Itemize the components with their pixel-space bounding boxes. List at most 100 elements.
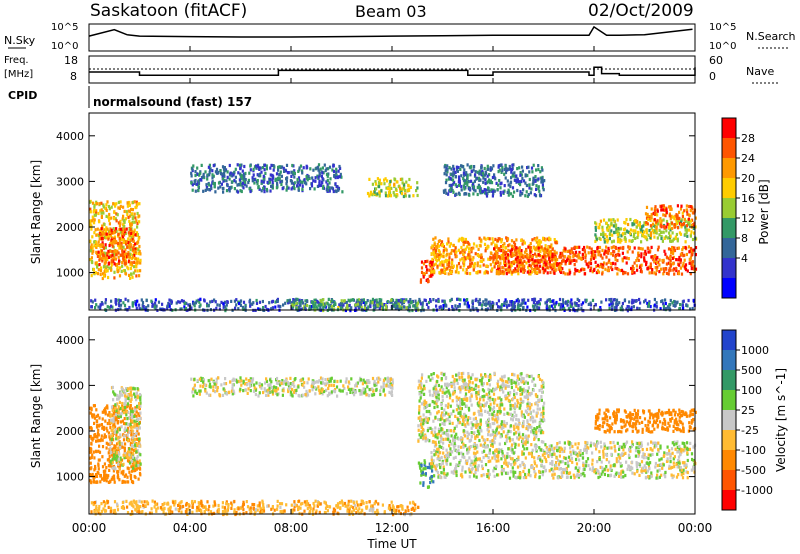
power-cell: [257, 174, 260, 178]
power-cell: [479, 301, 482, 306]
power-cell: [537, 300, 540, 304]
power-cell: [249, 164, 252, 168]
velocity-cell: [90, 436, 93, 440]
power-cell: [615, 302, 618, 306]
power-cell: [185, 301, 188, 305]
power-cell: [104, 298, 107, 302]
power-cell: [214, 190, 217, 194]
power-cell: [520, 238, 523, 242]
velocity-cell: [119, 420, 123, 424]
power-cell: [602, 261, 606, 265]
velocity-cell: [122, 454, 125, 458]
power-cell: [694, 246, 698, 250]
power-cell: [614, 266, 617, 270]
power-cell: [129, 238, 132, 242]
power-cell: [631, 264, 634, 268]
power-cell: [639, 230, 642, 234]
power-cell: [574, 269, 577, 273]
power-cell: [265, 164, 268, 168]
power-cell: [98, 237, 101, 241]
power-cell: [451, 188, 454, 193]
power-cell: [525, 249, 528, 253]
power-cell: [688, 250, 691, 254]
power-cell: [247, 180, 250, 185]
power-cell: [554, 256, 557, 260]
power-cell: [552, 257, 555, 261]
power-cell: [612, 239, 615, 243]
power-cell: [226, 184, 229, 188]
power-cell: [544, 301, 547, 305]
power-cell: [532, 300, 535, 304]
power-cell: [110, 299, 113, 303]
velocity-cell: [124, 426, 127, 430]
velocity-cell: [138, 393, 142, 397]
power-cell: [447, 264, 450, 268]
velocity-cell: [127, 438, 130, 442]
velocity-cell: [89, 434, 92, 439]
power-cell: [601, 272, 604, 276]
power-cell: [499, 271, 502, 275]
power-cell: [489, 166, 492, 170]
power-cell: [100, 266, 103, 270]
power-cell: [428, 268, 431, 272]
power-cell: [239, 189, 242, 193]
power-cell: [225, 189, 229, 193]
power-cell: [656, 265, 659, 269]
power-cell: [484, 191, 487, 195]
power-cell: [483, 242, 487, 246]
power-cell: [314, 301, 317, 305]
velocity-cell: [107, 431, 110, 435]
velocity-cell: [133, 437, 136, 441]
power-cell: [608, 225, 611, 229]
power-cell: [225, 303, 228, 307]
power-cell: [643, 234, 646, 239]
power-cell: [512, 303, 515, 308]
power-cell: [241, 169, 244, 173]
power-cell: [535, 254, 538, 258]
velocity-cell: [119, 460, 122, 465]
velocity-cell: [117, 411, 120, 415]
power-cell: [589, 303, 593, 307]
power-cell: [244, 171, 247, 176]
power-cell: [123, 269, 127, 273]
power-cell: [369, 305, 372, 309]
power-cell: [298, 183, 301, 187]
power-cell: [510, 192, 513, 196]
power-cell: [589, 301, 592, 305]
velocity-cell: [113, 449, 116, 453]
power-cell: [581, 256, 584, 260]
power-cell: [549, 245, 552, 249]
power-cell: [548, 250, 551, 254]
power-cell: [124, 307, 127, 311]
power-cell: [210, 184, 213, 188]
velocity-cell: [136, 437, 139, 441]
power-cell: [458, 237, 461, 241]
power-cell: [621, 232, 625, 236]
power-cell: [403, 188, 407, 193]
power-cell: [335, 185, 338, 189]
power-cell: [478, 185, 482, 189]
power-cell: [434, 251, 437, 255]
power-cell: [500, 240, 503, 244]
power-cell: [122, 245, 125, 249]
power-cell: [492, 254, 495, 258]
velocity-cell: [95, 504, 98, 508]
power-cell: [206, 304, 209, 308]
power-cell: [534, 252, 537, 256]
power-cell: [421, 304, 424, 308]
power-cell: [675, 219, 678, 223]
power-cell: [580, 268, 583, 272]
velocity-cell: [122, 462, 125, 466]
power-cell: [312, 168, 315, 172]
power-cell: [660, 299, 663, 304]
power-cell: [424, 298, 427, 303]
power-cell: [261, 299, 264, 304]
power-cell: [479, 178, 482, 182]
power-cell: [107, 237, 110, 241]
power-cell: [281, 165, 284, 169]
power-cell: [117, 221, 120, 225]
power-cell: [416, 304, 419, 308]
power-cell: [526, 270, 529, 274]
power-cell: [688, 261, 691, 265]
power-cell: [668, 231, 671, 235]
